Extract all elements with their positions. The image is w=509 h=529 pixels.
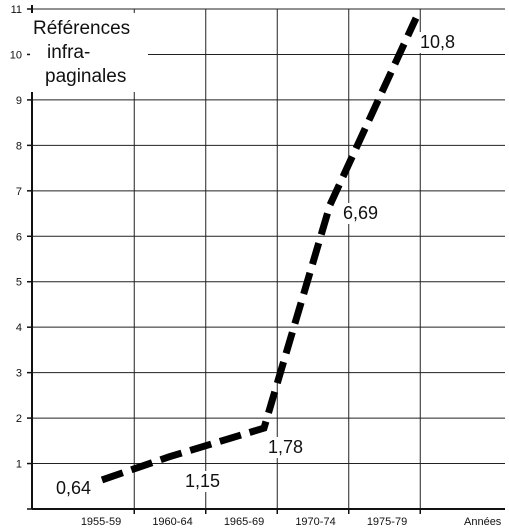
data-label-bg: [54, 478, 100, 499]
y-tick-label: 8: [16, 140, 22, 152]
chart-title-box: Références infra- paginales: [30, 13, 148, 92]
data-label-bg: [183, 471, 229, 492]
y-tick-labels: 1 2 3 4 5 6 7 8 9 10 11: [10, 4, 22, 471]
x-tick-label: 1955-59: [81, 516, 121, 528]
y-tick-label: 7: [16, 186, 22, 198]
y-tick-label: 4: [16, 322, 22, 334]
series-line: [100, 16, 420, 484]
data-label-bg: [341, 203, 387, 224]
data-label: 1,78: [268, 437, 303, 457]
data-label: 10,8: [420, 32, 455, 52]
x-axis-label: Années: [464, 516, 502, 528]
y-tick-label: 10: [10, 49, 22, 61]
series-line-path: [100, 16, 420, 484]
data-label-bg: [266, 437, 312, 458]
y-tick-label: 9: [16, 95, 22, 107]
chart-title-line-3: paginales: [45, 66, 126, 87]
x-tick-label: 1970-74: [295, 516, 335, 528]
data-label-bg: [418, 32, 464, 53]
y-tick-label: 3: [16, 368, 22, 380]
y-tick-label: 6: [16, 231, 22, 243]
chart-title-line-1: Références: [33, 18, 130, 39]
x-tick-label: 1965-69: [224, 516, 264, 528]
grid: [32, 8, 505, 509]
data-labels: 0,64 1,15 1,78 6,69 10,8: [54, 32, 464, 499]
y-tick-label: 11: [11, 4, 22, 16]
y-tick-label: 2: [16, 413, 22, 425]
data-label: 6,69: [343, 203, 378, 223]
data-label: 1,15: [185, 471, 220, 491]
x-tick-label: 1975-79: [367, 516, 407, 528]
y-tick-label: 5: [16, 277, 22, 289]
x-tick-label: 1960-64: [152, 516, 192, 528]
data-label: 0,64: [56, 478, 91, 498]
y-tick-label: 1: [16, 459, 22, 471]
chart-title-line-2: infra-: [47, 42, 90, 63]
x-tick-labels: 1955-59 1960-64 1965-69 1970-74 1975-79: [81, 516, 407, 528]
